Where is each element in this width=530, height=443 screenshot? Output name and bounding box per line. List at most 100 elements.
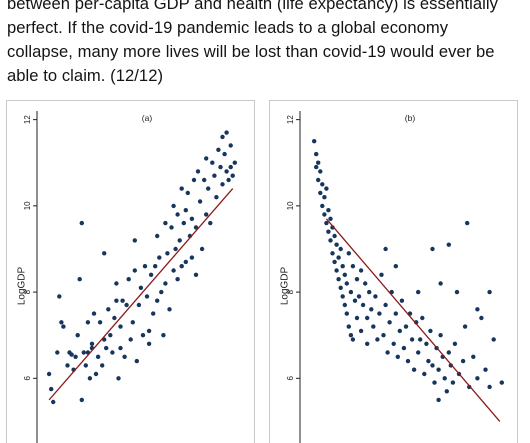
scatter-point (344, 281, 349, 286)
scatter-point (136, 302, 142, 308)
scatter-point (193, 272, 199, 277)
scatter-point (144, 294, 150, 299)
scatter-point (365, 315, 370, 321)
scatter-point (438, 281, 443, 286)
scatter-point (128, 337, 133, 342)
scatter-point (487, 384, 492, 390)
tweet-text-line: between per-capita GDP and health (life … (7, 0, 498, 13)
scatter-point (189, 216, 195, 221)
scatter-point (195, 169, 201, 174)
fit-line (325, 218, 501, 422)
scatter-point (179, 264, 184, 269)
scatter-point (436, 397, 441, 403)
scatter-point (354, 277, 360, 282)
scatter-point (326, 208, 331, 213)
scatter-point (183, 259, 188, 265)
scatter-point (208, 220, 213, 226)
scatter-point (483, 367, 488, 372)
scatter-point (316, 177, 321, 183)
scatter-point (49, 386, 54, 392)
scatter-point (328, 216, 333, 221)
scatter-point (167, 307, 172, 312)
scatter-point (124, 302, 129, 308)
scatter-point (204, 212, 209, 217)
scatter-point (381, 333, 386, 338)
scatter-point (202, 177, 207, 183)
scatter-point (132, 238, 137, 243)
scatter-point (51, 399, 56, 405)
scatter-point (175, 212, 180, 217)
scatter-point (159, 289, 164, 295)
scatter-point (108, 333, 113, 338)
scatter-point (95, 354, 101, 359)
scatter-point (338, 246, 343, 252)
scatter-point (442, 376, 447, 381)
scatter-point (230, 173, 235, 178)
scatter-point (358, 328, 364, 334)
scatter-point (491, 337, 496, 342)
scatter-point (104, 345, 109, 351)
scatter-point (61, 324, 66, 329)
scatter-point (197, 199, 203, 204)
scatter-point (46, 371, 52, 377)
scatter-point (363, 281, 368, 286)
scatter-point (367, 289, 372, 295)
scatter-point (110, 350, 115, 355)
scatter-point (318, 190, 323, 196)
scatter-point (346, 324, 351, 329)
scatter-point (132, 268, 137, 273)
scatter-point (77, 277, 82, 282)
scatter-point (467, 384, 472, 390)
scatter-point (65, 363, 70, 368)
scatter-point (403, 324, 409, 329)
scatter-point (354, 315, 360, 321)
scatter-point (416, 289, 421, 295)
scatter-point (146, 341, 152, 346)
scatter-point (479, 315, 484, 321)
scatter-point (181, 220, 186, 226)
scatter-point (120, 298, 125, 303)
scatter-point (448, 363, 453, 368)
scatter-point (499, 380, 504, 385)
chart-panel-b: 6 8 10 12 LogGDP (b) (269, 100, 518, 443)
scatter-point (97, 320, 103, 325)
scatter-point (371, 324, 376, 329)
scatter-point (59, 320, 64, 325)
scatter-point (373, 294, 378, 299)
scatter-point (322, 195, 327, 200)
tweet-text-line: able to claim. (12/12) (7, 66, 164, 85)
scatter-point (350, 264, 356, 269)
scatter-point (91, 311, 97, 316)
scatter-point (475, 376, 480, 381)
scatter-point (438, 333, 443, 338)
scatter-point (218, 164, 223, 170)
scatter-point (379, 272, 384, 277)
y-tick-label: 10 (23, 201, 32, 210)
scatter-point (336, 255, 341, 260)
scatter-point (134, 358, 139, 364)
scatter-point (171, 268, 176, 273)
scatter-point (130, 320, 135, 325)
scatter-point (57, 294, 62, 299)
scatter-point (85, 320, 91, 325)
chart-title: (a) (142, 113, 153, 123)
scatter-point (320, 203, 325, 209)
scatter-point (422, 371, 427, 377)
scatter-point (83, 363, 89, 368)
scatter-point (391, 341, 396, 346)
scatter-point (462, 324, 468, 329)
scatter-point (338, 285, 343, 290)
scatter-point (146, 328, 152, 334)
scatter-point (173, 246, 178, 252)
scatter-point (375, 337, 380, 342)
scatter-point (140, 333, 146, 338)
scatter-point (163, 220, 168, 226)
scatter-point (118, 345, 123, 351)
scatter-point (428, 328, 433, 334)
scatter-point (360, 302, 366, 308)
scatter-point (314, 164, 319, 170)
scatter-point (228, 143, 233, 148)
scatter-point (348, 333, 354, 338)
scatter-point (350, 337, 356, 342)
scatter-point (312, 139, 317, 144)
